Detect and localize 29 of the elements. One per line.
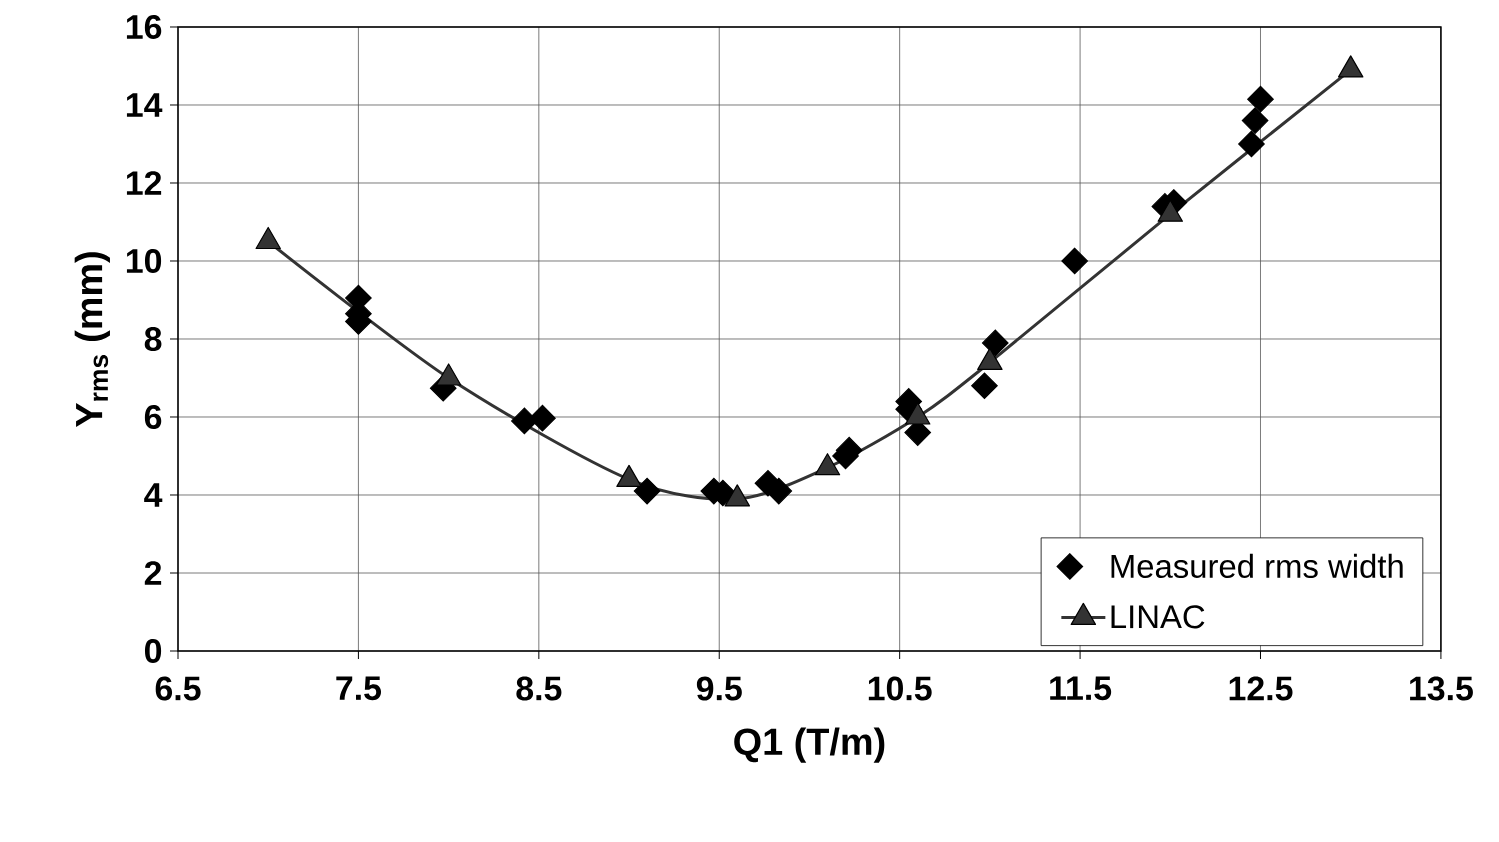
x-tick-label: 10.5 bbox=[868, 676, 932, 701]
x-tick-label: 8.5 bbox=[516, 676, 562, 701]
y-tick-label: 2 bbox=[144, 561, 162, 585]
point bbox=[529, 404, 556, 432]
x-axis-title: Q1 (T/m) bbox=[734, 727, 885, 763]
x-tick-label: 6.5 bbox=[155, 676, 201, 701]
point bbox=[1247, 85, 1274, 113]
x-tick-label: 7.5 bbox=[336, 676, 382, 701]
y-tick-label: 16 bbox=[126, 15, 162, 39]
y-tick-label: 4 bbox=[144, 483, 163, 507]
point bbox=[1061, 247, 1088, 275]
y-tick-label: 0 bbox=[144, 639, 162, 663]
x-tick-label: 11.5 bbox=[1050, 676, 1112, 701]
y-tick-label: 10 bbox=[126, 249, 162, 273]
y-tick-label: 14 bbox=[126, 93, 163, 117]
y-tick-label: 8 bbox=[144, 327, 162, 351]
point bbox=[633, 477, 661, 505]
legend-label: LINAC bbox=[1111, 605, 1205, 629]
x-tick-label: 12.5 bbox=[1229, 676, 1293, 701]
point bbox=[981, 329, 1009, 357]
x-tick-label: 9.5 bbox=[696, 676, 742, 701]
legend-label: Measured rms width bbox=[1111, 553, 1403, 579]
x-tick-label: 13.5 bbox=[1410, 676, 1473, 701]
y-tick-label: 12 bbox=[126, 171, 162, 195]
point bbox=[971, 372, 998, 400]
point bbox=[1241, 107, 1269, 134]
y-tick-label: 6 bbox=[144, 405, 162, 429]
y-axis-title: Y$_{rms}$ (mm) bbox=[74, 252, 110, 428]
point bbox=[1238, 130, 1265, 158]
